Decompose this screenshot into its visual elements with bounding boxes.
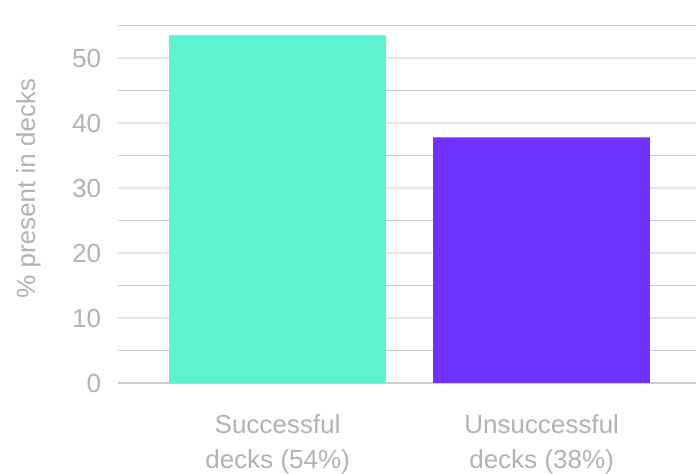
- y-tick-label: 10: [72, 303, 101, 333]
- y-tick-label: 50: [72, 43, 101, 73]
- x-category-labels: Successful decks (54%) Unsuccessful decks (…: [205, 409, 619, 474]
- bar: [169, 35, 386, 383]
- y-tick-label: 0: [87, 368, 101, 398]
- x-category-label: Successful decks (54%): [205, 409, 350, 474]
- y-tick-labels: 0 10 20 30 40 50: [72, 43, 101, 398]
- y-tick-label: 20: [72, 238, 101, 268]
- y-tick-label: 30: [72, 173, 101, 203]
- bar-layer: [169, 35, 650, 383]
- bar: [433, 137, 650, 383]
- y-axis-title: % present in decks: [11, 78, 41, 298]
- x-category-label: Unsuccessful decks (38%): [464, 409, 619, 474]
- y-tick-label: 40: [72, 108, 101, 138]
